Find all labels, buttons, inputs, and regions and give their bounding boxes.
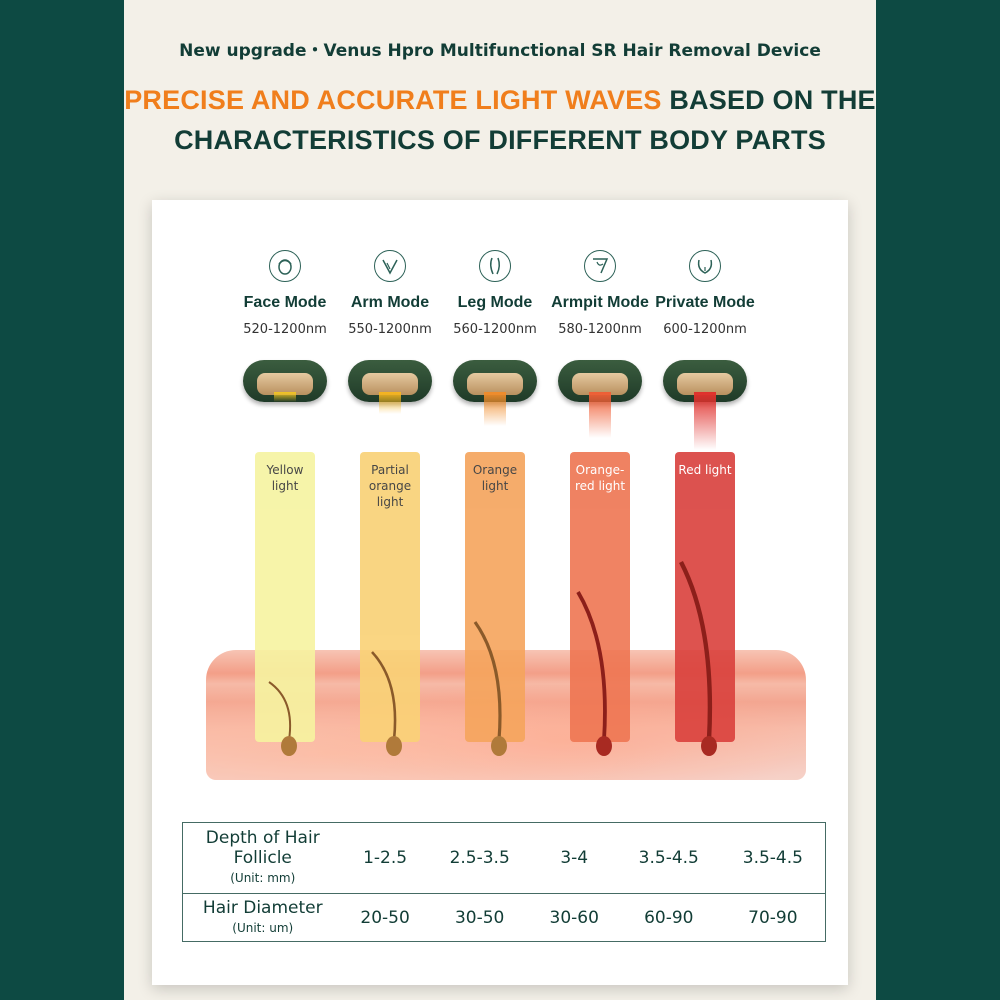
mode-name: Arm Mode <box>350 294 430 311</box>
device-window <box>677 373 733 395</box>
face-icon <box>269 250 301 282</box>
device-head <box>348 360 432 402</box>
light-beam <box>274 392 296 402</box>
table-cell: 20-50 <box>342 893 428 942</box>
table-cell: 2.5-3.5 <box>449 848 510 869</box>
private-icon <box>689 250 721 282</box>
table-cell: 60-90 <box>616 893 721 942</box>
row-label: Depth of Hair Follicle (Unit: mm) <box>183 823 343 894</box>
light-bar: Red light <box>675 452 735 742</box>
specs-table: Depth of Hair Follicle (Unit: mm) 1-2.5 2.5… <box>182 822 826 942</box>
wavelength-range: 520-1200nm <box>243 322 327 337</box>
light-beam <box>694 392 716 450</box>
mode-name: Leg Mode <box>457 294 533 311</box>
light-bar: Orange light <box>465 452 525 742</box>
product-subtitle: New upgrade・Venus Hpro Multifunctional S… <box>179 41 821 61</box>
arm-icon <box>374 250 406 282</box>
table-cell: 3.5-4.5 <box>638 848 699 869</box>
light-bar: Yellow light <box>255 452 315 742</box>
mode-name: Face Mode <box>243 294 327 311</box>
headline-rest: BASED ON THE CHARACTERISTICS OF DIFFEREN… <box>174 85 876 155</box>
headline-highlight: PRECISE AND ACCURATE LIGHT WAVES <box>124 85 662 115</box>
device-window <box>572 373 628 395</box>
armpit-icon <box>584 250 616 282</box>
leg-icon <box>479 250 511 282</box>
table-cell: 3-4 <box>560 848 589 869</box>
device-head <box>453 360 537 402</box>
row-unit: (Unit: mm) <box>230 871 296 886</box>
modes-card: Face Mode 520-1200nm Yellow light Arm Mode 5… <box>152 200 848 985</box>
mode-name: Armpit Mode <box>551 294 649 311</box>
device-window <box>362 373 418 395</box>
wavelength-range: 550-1200nm <box>348 322 432 337</box>
table-cell: 3.5-4.5 <box>742 848 803 869</box>
table-cell: 30-50 <box>427 893 532 942</box>
row-label: Hair Diameter (Unit: um) <box>182 893 343 942</box>
table-cell: 1-2.5 <box>363 848 408 869</box>
mode-name: Private Mode <box>655 294 755 311</box>
table-cell: 30-60 <box>531 893 617 942</box>
table-row: Depth of Hair Follicle (Unit: mm) 1-2.5 2.5… <box>183 823 826 894</box>
wavelength-range: 600-1200nm <box>663 322 747 337</box>
row-unit: (Unit: um) <box>232 920 294 935</box>
headline: PRECISE AND ACCURATE LIGHT WAVES BASED O… <box>124 80 876 160</box>
table-cell: 70-90 <box>720 893 826 942</box>
light-beam <box>484 392 506 426</box>
product-page: New upgrade・Venus Hpro Multifunctional S… <box>124 0 876 1000</box>
device-window <box>257 373 313 395</box>
device-window <box>467 373 523 395</box>
table-row: Hair Diameter (Unit: um) 20-50 30-50 30-60 60… <box>182 893 826 942</box>
row-title: Hair Diameter <box>202 897 323 918</box>
light-beam <box>379 392 401 414</box>
light-beam <box>589 392 611 438</box>
wavelength-range: 580-1200nm <box>558 322 642 337</box>
light-bar: Partial orange light <box>360 452 420 742</box>
row-title: Depth of Hair Follicle <box>205 828 320 869</box>
wavelength-range: 560-1200nm <box>453 322 537 337</box>
light-bar: Orange-red light <box>570 452 630 742</box>
